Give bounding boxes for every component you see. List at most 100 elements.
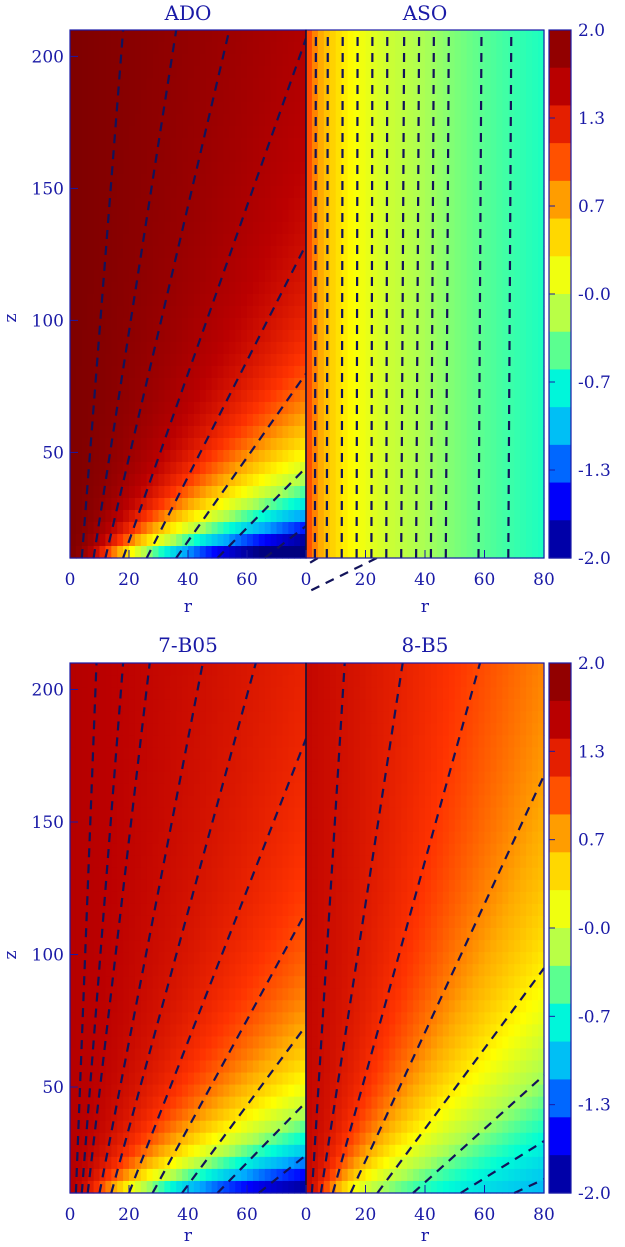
field-cell (288, 186, 295, 199)
field-cell (111, 807, 118, 821)
field-cell (442, 294, 450, 307)
field-cell (425, 102, 432, 115)
field-cell (134, 402, 142, 415)
field-cell (365, 234, 373, 247)
field-cell (276, 210, 283, 223)
field-cell (413, 30, 420, 43)
field-cell (425, 534, 432, 547)
field-cell (205, 546, 213, 559)
field-cell (448, 378, 456, 391)
field-cell (478, 318, 486, 331)
field-cell (300, 498, 307, 511)
field-cell (87, 928, 95, 941)
field-cell (158, 234, 165, 247)
field-cell (123, 903, 130, 917)
field-cell (270, 426, 278, 439)
field-cell (520, 546, 527, 559)
field-cell (229, 1132, 236, 1146)
field-cell (129, 534, 136, 547)
field-cell (123, 807, 130, 821)
field-cell (105, 663, 112, 676)
field-cell (359, 54, 367, 67)
field-cell (152, 711, 160, 724)
field-cell (460, 210, 468, 223)
field-cell (347, 546, 355, 559)
field-cell (158, 1180, 165, 1194)
field-cell (229, 126, 236, 139)
field-cell (264, 426, 272, 439)
field-cell (460, 282, 468, 295)
field-cell (205, 246, 213, 259)
field-cell (365, 342, 373, 355)
field-cell (514, 438, 521, 451)
field-cell (347, 306, 355, 319)
field-cell (490, 450, 497, 463)
field-cell (383, 270, 390, 283)
field-cell (146, 903, 154, 917)
field-cell (87, 318, 95, 331)
field-cell (117, 843, 124, 857)
field-cell (152, 366, 160, 379)
field-cell (252, 270, 260, 283)
field-cell (146, 210, 154, 223)
field-cell (188, 270, 195, 283)
field-cell (81, 378, 89, 391)
field-cell (294, 90, 301, 103)
field-cell (158, 258, 165, 271)
field-cell (383, 174, 390, 187)
field-cell (235, 234, 242, 247)
field-cell (252, 366, 260, 379)
field-cell (146, 222, 154, 235)
field-cell (472, 330, 480, 343)
field-cell (241, 474, 248, 487)
field-cell (205, 522, 213, 535)
field-cell (129, 186, 136, 199)
field-cell (229, 426, 236, 439)
field-cell (123, 1024, 130, 1038)
field-cell (377, 450, 384, 463)
field-cell (300, 138, 307, 151)
field-cell (229, 795, 236, 809)
field-cell (365, 258, 373, 271)
field-cell (229, 1156, 236, 1170)
field-cell (532, 162, 539, 175)
field-cell (211, 90, 219, 103)
field-cell (223, 90, 230, 103)
field-cell (123, 402, 130, 415)
field-cell (176, 318, 183, 331)
field-cell (111, 162, 118, 175)
field-cell (430, 210, 438, 223)
field-cell (152, 282, 160, 295)
field-cell (105, 102, 112, 115)
field-cell (81, 1084, 89, 1098)
field-cell (490, 198, 497, 211)
field-cell (538, 198, 545, 211)
field-cell (205, 354, 213, 367)
field-cell (140, 1120, 148, 1134)
field-cell (87, 426, 95, 439)
field-cell (258, 510, 266, 523)
field-cell (134, 831, 142, 845)
field-cell (211, 222, 219, 235)
panel-ado: ADO (69, 1, 378, 594)
field-cell (205, 1024, 213, 1038)
field-cell (365, 114, 373, 127)
field-cell (258, 1000, 266, 1013)
field-cell (188, 342, 195, 355)
field-cell (502, 510, 509, 523)
field-cell (81, 546, 89, 559)
field-cell (152, 964, 160, 977)
field-cell (419, 66, 426, 79)
field-cell (75, 867, 83, 881)
field-cell (252, 258, 260, 271)
field-cell (188, 354, 195, 367)
field-cell (247, 174, 254, 187)
field-cell (247, 663, 254, 676)
field-cell (223, 964, 230, 977)
field-cell (425, 546, 432, 559)
field-cell (193, 42, 201, 55)
field-cell (176, 783, 183, 797)
field-cell (229, 1036, 236, 1050)
field-cell (323, 30, 331, 43)
field-cell (93, 30, 101, 43)
